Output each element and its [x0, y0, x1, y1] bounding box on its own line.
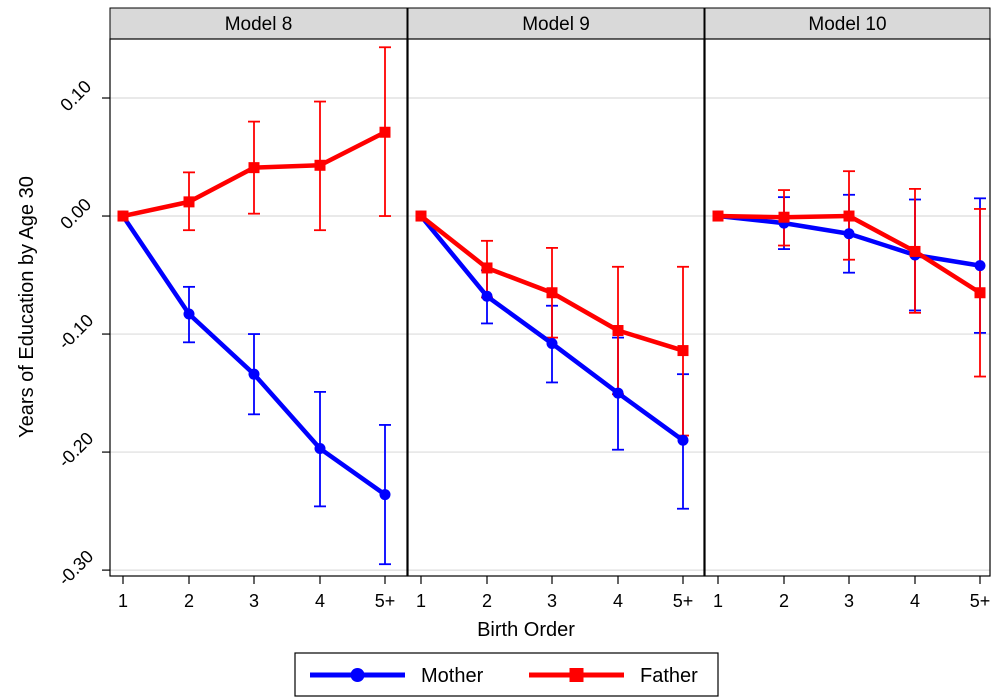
plot-area	[110, 39, 407, 576]
x-tick-label: 1	[416, 591, 426, 611]
x-axis-title: Birth Order	[477, 619, 575, 641]
legend-label-mother: Mother	[421, 665, 484, 687]
x-tick-label: 3	[844, 591, 854, 611]
x-tick-label: 4	[910, 591, 920, 611]
x-tick-label: 5+	[673, 591, 694, 611]
data-point-father	[314, 159, 326, 171]
data-point-father	[248, 162, 260, 174]
x-tick-label: 1	[713, 591, 723, 611]
data-point-mother	[183, 308, 195, 320]
x-tick-label: 4	[315, 591, 325, 611]
panel-border	[704, 38, 991, 577]
x-tick-label: 1	[118, 591, 128, 611]
x-tick-label: 5+	[375, 591, 396, 611]
data-point-mother	[481, 290, 493, 302]
x-tick-label: 3	[547, 591, 557, 611]
legend-marker	[569, 668, 584, 682]
y-tick-label: -0.20	[54, 428, 97, 471]
x-tick-label: 2	[779, 591, 789, 611]
panel-title: Model 10	[808, 14, 886, 35]
data-point-mother	[314, 443, 326, 455]
panel-title: Model 8	[225, 14, 293, 35]
legend-label-father: Father	[640, 665, 698, 687]
data-point-father	[415, 210, 427, 222]
panel-border	[407, 38, 705, 577]
data-point-father	[612, 325, 624, 337]
data-point-mother	[546, 337, 558, 349]
panel-plot	[117, 46, 391, 566]
panel-plot	[415, 210, 689, 510]
x-tick-label: 3	[249, 591, 259, 611]
y-tick-label: -0.30	[54, 546, 97, 589]
data-point-father	[778, 211, 790, 223]
data-point-father	[117, 210, 129, 222]
y-tick-label: 0.00	[56, 194, 95, 233]
x-tick-label: 2	[184, 591, 194, 611]
data-point-mother	[379, 489, 391, 501]
plot-area	[705, 39, 990, 576]
x-tick-label: 2	[482, 591, 492, 611]
data-point-father	[843, 210, 855, 222]
data-point-father	[183, 196, 195, 208]
panel-header	[704, 7, 991, 40]
panel-plot	[712, 170, 986, 378]
data-point-father	[546, 287, 558, 299]
data-point-mother	[843, 228, 855, 240]
y-tick-label: 0.10	[56, 76, 95, 115]
data-point-father	[909, 245, 921, 257]
data-point-father	[379, 126, 391, 138]
panel-border	[109, 38, 408, 577]
x-tick-label: 5+	[970, 591, 991, 611]
data-point-mother	[612, 387, 624, 399]
panel-header	[407, 7, 705, 40]
data-point-mother	[677, 434, 689, 446]
panel-header	[109, 7, 408, 40]
data-point-father	[974, 287, 986, 299]
y-axis-title: Years of Education by Age 30	[16, 176, 38, 438]
data-point-mother	[248, 368, 260, 380]
x-tick-label: 4	[613, 591, 623, 611]
legend: Mother Father	[294, 652, 719, 697]
data-point-father	[677, 345, 689, 357]
data-point-father	[481, 262, 493, 274]
data-point-mother	[974, 260, 986, 272]
legend-marker	[350, 668, 365, 682]
y-tick-label: -0.10	[54, 310, 97, 353]
data-point-father	[712, 210, 724, 222]
panel-title: Model 9	[522, 14, 590, 35]
plot-area	[408, 39, 704, 576]
